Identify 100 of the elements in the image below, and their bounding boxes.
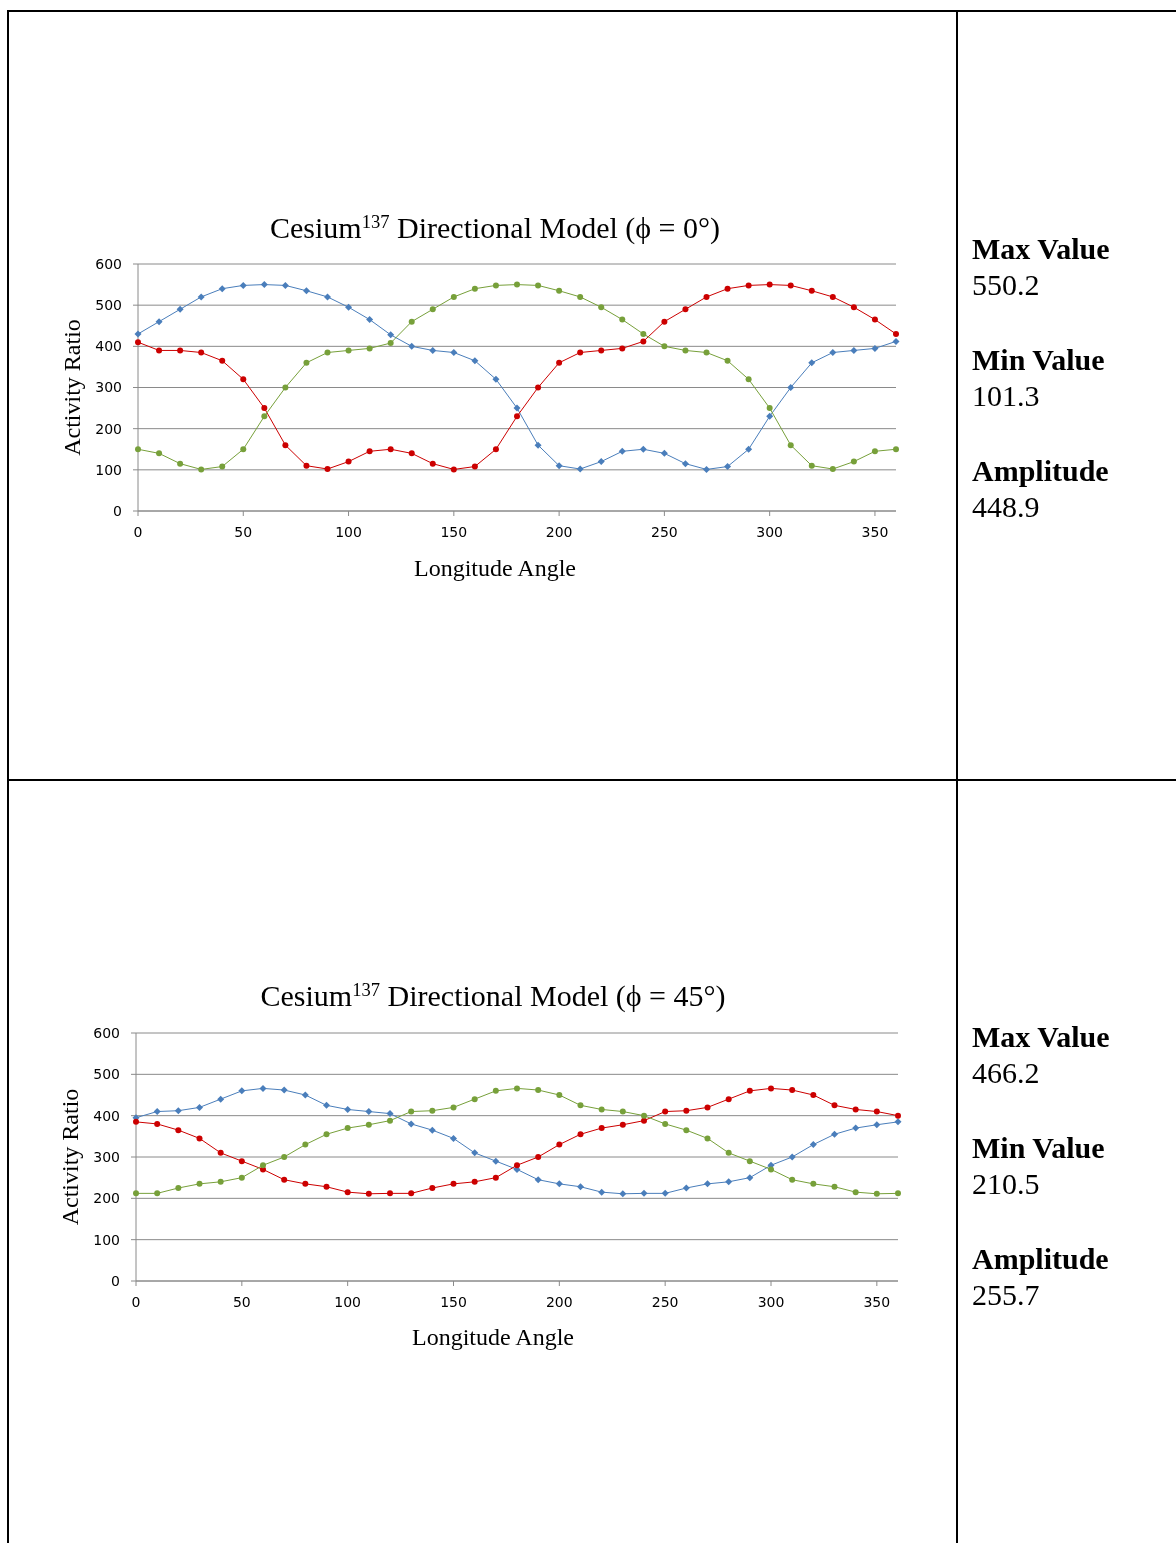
- x-tick-label: 0: [131, 1294, 141, 1310]
- x-tick-label: 50: [234, 524, 253, 540]
- point: [831, 1183, 838, 1190]
- point: [746, 1087, 753, 1094]
- point: [429, 306, 436, 313]
- y-tick-label: 100: [93, 1231, 120, 1248]
- point: [407, 1120, 415, 1128]
- point: [745, 445, 753, 453]
- point: [892, 337, 900, 345]
- point: [640, 330, 647, 337]
- point: [704, 1104, 711, 1111]
- point: [746, 1174, 754, 1182]
- y-tick-label: 100: [95, 461, 122, 478]
- point: [768, 1166, 774, 1173]
- point: [429, 1107, 436, 1114]
- point: [323, 1101, 330, 1109]
- point: [282, 442, 289, 449]
- point: [661, 1189, 669, 1197]
- point: [239, 281, 247, 289]
- point: [471, 1178, 478, 1185]
- text: Amplitude: [972, 1242, 1109, 1275]
- text: Amplitude: [972, 454, 1109, 487]
- point: [810, 1092, 817, 1098]
- point: [365, 1108, 373, 1116]
- point: [386, 1110, 394, 1118]
- x-tick-label: 300: [756, 524, 784, 540]
- point: [324, 466, 331, 473]
- point: [492, 1174, 499, 1181]
- point: [365, 1190, 372, 1197]
- point: [387, 1117, 393, 1124]
- point: [598, 1106, 605, 1113]
- point: [450, 466, 457, 473]
- point: [829, 293, 836, 300]
- x-tick-label: 100: [335, 524, 362, 540]
- point: [344, 1105, 352, 1113]
- point: [429, 1185, 436, 1191]
- point: [639, 445, 647, 453]
- point: [871, 448, 878, 455]
- point: [153, 1108, 161, 1116]
- y-tick-label: 400: [95, 338, 122, 355]
- point: [766, 281, 773, 288]
- x-tick-label: 0: [133, 524, 143, 540]
- point: [238, 1174, 245, 1181]
- point: [324, 349, 331, 356]
- point: [218, 285, 226, 293]
- point: [387, 446, 394, 453]
- point: [808, 359, 816, 367]
- point: [281, 281, 289, 289]
- x-tick-label: 350: [861, 524, 889, 540]
- point: [893, 330, 899, 337]
- x-tick-label: 100: [334, 1294, 362, 1310]
- x-axis-title: Longitude Angle: [412, 1324, 574, 1350]
- x-axis-title: Longitude Angle: [414, 555, 576, 581]
- text: Max Value: [972, 1020, 1110, 1053]
- y-tick-label: 400: [93, 1107, 120, 1124]
- x-tick-label: 150: [440, 524, 468, 540]
- point: [450, 1134, 457, 1142]
- point: [724, 463, 732, 471]
- y-tick-label: 200: [93, 1190, 120, 1207]
- point: [535, 1087, 542, 1094]
- point: [302, 1141, 309, 1148]
- point: [219, 463, 226, 470]
- point: [577, 349, 584, 356]
- point: [198, 466, 205, 473]
- point: [556, 1092, 563, 1098]
- point: [514, 1085, 520, 1092]
- point: [556, 359, 563, 366]
- point: [808, 287, 815, 294]
- point: [514, 281, 520, 288]
- point: [852, 1124, 860, 1132]
- point: [196, 1180, 203, 1187]
- point: [703, 293, 710, 300]
- point: [556, 1141, 563, 1148]
- point: [303, 462, 310, 469]
- point: [281, 1154, 288, 1160]
- point: [704, 1135, 711, 1142]
- point: [302, 287, 310, 295]
- x-tick-label: 200: [545, 1294, 573, 1310]
- point: [366, 316, 374, 324]
- point: [894, 1118, 902, 1126]
- point: [641, 1112, 647, 1119]
- point: [177, 347, 184, 354]
- point: [450, 1104, 457, 1111]
- chart-title: Cesium$^{137}$ Directional Model (ϕ = 0°): [269, 210, 721, 245]
- point: [871, 344, 879, 352]
- point: [450, 1180, 457, 1187]
- point: [766, 405, 773, 412]
- point: [850, 346, 858, 354]
- point: [260, 281, 268, 289]
- point: [810, 1180, 817, 1187]
- point: [280, 1086, 288, 1094]
- text: 255.7: [972, 1278, 1040, 1311]
- point: [514, 1162, 520, 1169]
- point: [598, 1188, 606, 1196]
- point: [661, 318, 668, 325]
- point: [366, 345, 373, 352]
- point: [513, 404, 521, 412]
- point: [682, 1184, 690, 1192]
- point: [724, 285, 731, 292]
- point: [829, 466, 836, 473]
